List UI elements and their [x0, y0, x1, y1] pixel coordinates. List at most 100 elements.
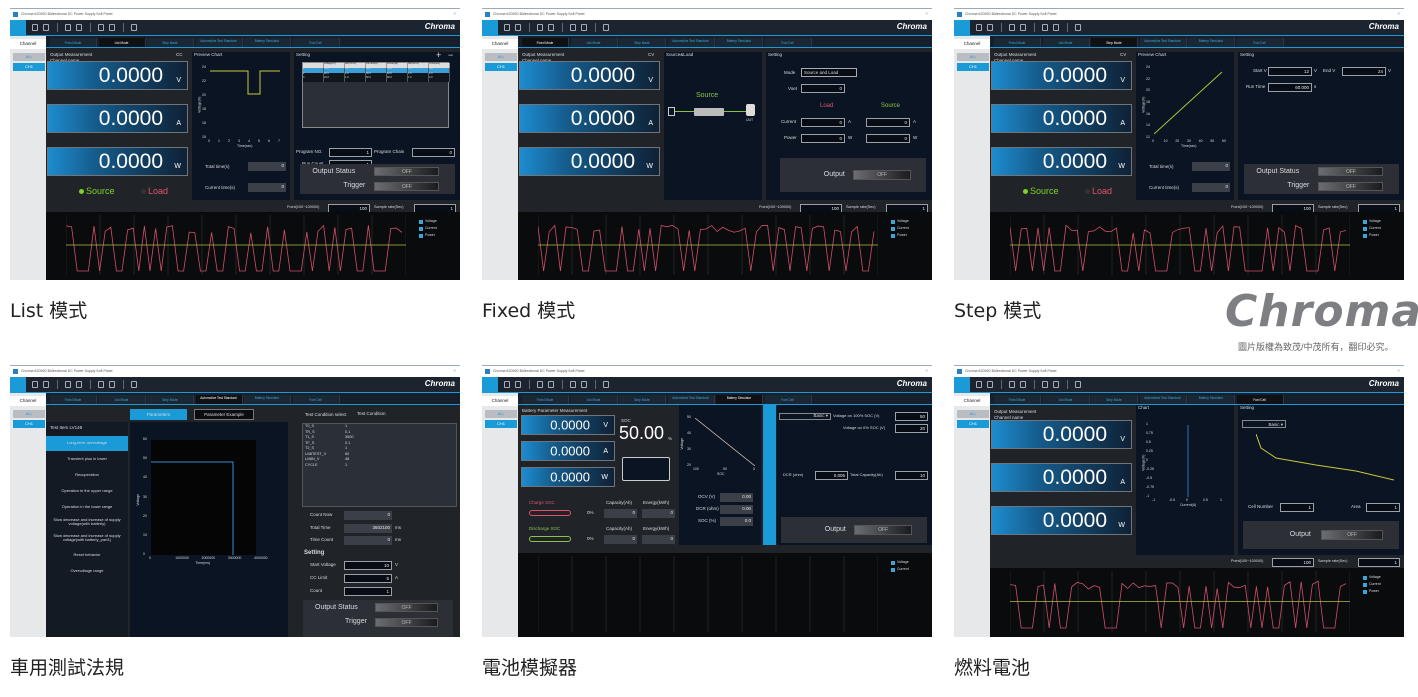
tab-step-mode[interactable]: Step Mode — [619, 395, 666, 404]
report-icon[interactable] — [65, 24, 71, 31]
source-icon[interactable] — [976, 24, 982, 31]
program-no-input[interactable]: 1 — [329, 148, 372, 157]
tab-automotive-test-standard[interactable]: Automotive Test Standard — [667, 395, 715, 404]
tab-list-mode[interactable]: List Mode — [98, 395, 146, 404]
count-input[interactable]: 1 — [344, 587, 392, 596]
open-icon[interactable] — [581, 381, 587, 388]
channel-ch1-button[interactable]: CH1 — [485, 63, 517, 71]
legend-checkbox-icon[interactable] — [891, 561, 895, 565]
capacity-field[interactable]: 0 — [604, 535, 637, 544]
tab-automotive-test-standard[interactable]: Automotive Test Standard — [1139, 395, 1187, 404]
load-icon[interactable] — [43, 381, 49, 388]
mode-select[interactable]: Source and Load — [801, 68, 857, 77]
channel-ch1-button[interactable]: CH1 — [13, 63, 45, 71]
legend-checkbox-icon[interactable] — [419, 220, 423, 224]
tab-battery-simulator[interactable]: Battery Simulator — [1188, 395, 1235, 404]
dcr-field[interactable]: 0.00 — [720, 505, 753, 514]
total-time-field[interactable]: 3602100 — [344, 523, 392, 533]
tab-automotive-test-standard[interactable]: Automotive Test Standard — [667, 38, 715, 47]
open-icon[interactable] — [1053, 381, 1059, 388]
info-icon[interactable] — [548, 24, 554, 31]
tab-list-mode[interactable]: List Mode — [570, 395, 618, 404]
tab-parameter-example[interactable]: Parameter Example — [194, 409, 254, 420]
exit-icon[interactable] — [1075, 381, 1081, 388]
channel-all-button[interactable]: ALL — [485, 53, 517, 61]
cc-limit-input[interactable]: 5 — [344, 574, 392, 583]
test-item[interactable]: Slow decrease and increase of supply vol… — [53, 533, 121, 542]
save-icon[interactable] — [1042, 381, 1048, 388]
open-icon[interactable] — [1053, 24, 1059, 31]
home-button[interactable] — [482, 377, 498, 392]
save-icon[interactable] — [98, 381, 104, 388]
save-icon[interactable] — [1042, 24, 1048, 31]
current-time-field[interactable]: 0 — [248, 183, 286, 192]
report-icon[interactable] — [537, 24, 543, 31]
test-item[interactable]: Operation in the upper range — [61, 488, 113, 493]
tab-parameters[interactable]: Parameters — [130, 409, 187, 420]
test-item[interactable]: Long-term overvoltage — [46, 436, 128, 451]
cell-number-input[interactable]: 1 — [1280, 503, 1314, 512]
tab-fixed-mode[interactable]: Fixed Mode — [994, 395, 1041, 404]
exit-icon[interactable] — [131, 24, 137, 31]
vset-input[interactable]: 0 — [801, 84, 845, 93]
channel-ch1-button[interactable]: CH1 — [13, 420, 45, 428]
tab-battery-simulator[interactable]: Battery Simulator — [1188, 38, 1235, 47]
home-button[interactable] — [10, 20, 26, 35]
tab-step-mode[interactable]: Step Mode — [147, 38, 194, 47]
legend-checkbox-icon[interactable] — [1363, 234, 1367, 238]
capacity-set-input[interactable]: 10 — [895, 471, 928, 480]
trigger-button[interactable]: OFF — [375, 618, 438, 627]
info-icon[interactable] — [76, 24, 82, 31]
legend-checkbox-icon[interactable] — [1363, 583, 1367, 587]
tab-fuel-cell[interactable]: Fuel Cell — [292, 38, 340, 47]
info-icon[interactable] — [1020, 24, 1026, 31]
source-icon[interactable] — [32, 381, 38, 388]
test-item[interactable]: Reset behavior — [73, 552, 101, 557]
info-icon[interactable] — [76, 381, 82, 388]
exit-icon[interactable] — [1075, 24, 1081, 31]
output-status-button[interactable]: OFF — [374, 167, 440, 176]
legend-checkbox-icon[interactable] — [1363, 220, 1367, 224]
start-v-input[interactable]: 12 — [1268, 67, 1312, 76]
channel-all-button[interactable]: ALL — [957, 410, 989, 418]
output-button[interactable]: OFF — [853, 170, 912, 180]
tab-fuel-cell[interactable]: Fuel Cell — [764, 395, 812, 404]
legend-checkbox-icon[interactable] — [419, 234, 423, 238]
load-power-input[interactable]: 0 — [801, 134, 845, 143]
tab-list-mode[interactable]: List Mode — [98, 38, 146, 47]
tab-fixed-mode[interactable]: Fixed Mode — [50, 38, 97, 47]
tab-battery-simulator[interactable]: Battery Simulator — [716, 38, 763, 47]
test-item[interactable]: Operation in the lower range — [61, 504, 113, 509]
ocv-field[interactable]: 0.00 — [720, 493, 753, 502]
tab-automotive-test-standard[interactable]: Automotive Test Standard — [195, 38, 243, 47]
legend-checkbox-icon[interactable] — [1363, 590, 1367, 594]
tab-battery-simulator[interactable]: Battery Simulator — [716, 395, 763, 404]
dcr-set-input[interactable]: 0.005 — [815, 471, 848, 480]
exit-icon[interactable] — [131, 381, 137, 388]
save-icon[interactable] — [570, 381, 576, 388]
output-status-button[interactable]: OFF — [1318, 167, 1384, 176]
area-input[interactable]: 1 — [1366, 503, 1400, 512]
trigger-button[interactable]: OFF — [374, 182, 440, 191]
output-button[interactable]: OFF — [1321, 530, 1384, 540]
energy-field[interactable]: 0 — [642, 509, 675, 518]
run-time-input[interactable]: 60.000 — [1268, 83, 1312, 92]
legend-checkbox-icon[interactable] — [1363, 576, 1367, 580]
tab-automotive-test-standard[interactable]: Automotive Test Standard — [195, 395, 243, 404]
channel-all-button[interactable]: ALL — [13, 410, 45, 418]
channel-all-button[interactable]: ALL — [485, 410, 517, 418]
test-item[interactable]: Slow decrease and increase of supply vol… — [53, 517, 121, 526]
open-icon[interactable] — [109, 381, 115, 388]
point-input[interactable]: 100 — [1272, 558, 1314, 567]
home-button[interactable] — [954, 20, 970, 35]
total-time-field[interactable]: 0 — [1192, 162, 1230, 171]
test-item[interactable]: Recuperation — [75, 472, 99, 477]
legend-checkbox-icon[interactable] — [891, 227, 895, 231]
channel-all-button[interactable]: ALL — [13, 53, 45, 61]
legend-checkbox-icon[interactable] — [1363, 227, 1367, 231]
remove-row-button[interactable]: − — [448, 50, 454, 60]
load-icon[interactable] — [987, 381, 993, 388]
exit-icon[interactable] — [603, 381, 609, 388]
load-icon[interactable] — [987, 24, 993, 31]
start-voltage-input[interactable]: 10 — [344, 561, 392, 570]
